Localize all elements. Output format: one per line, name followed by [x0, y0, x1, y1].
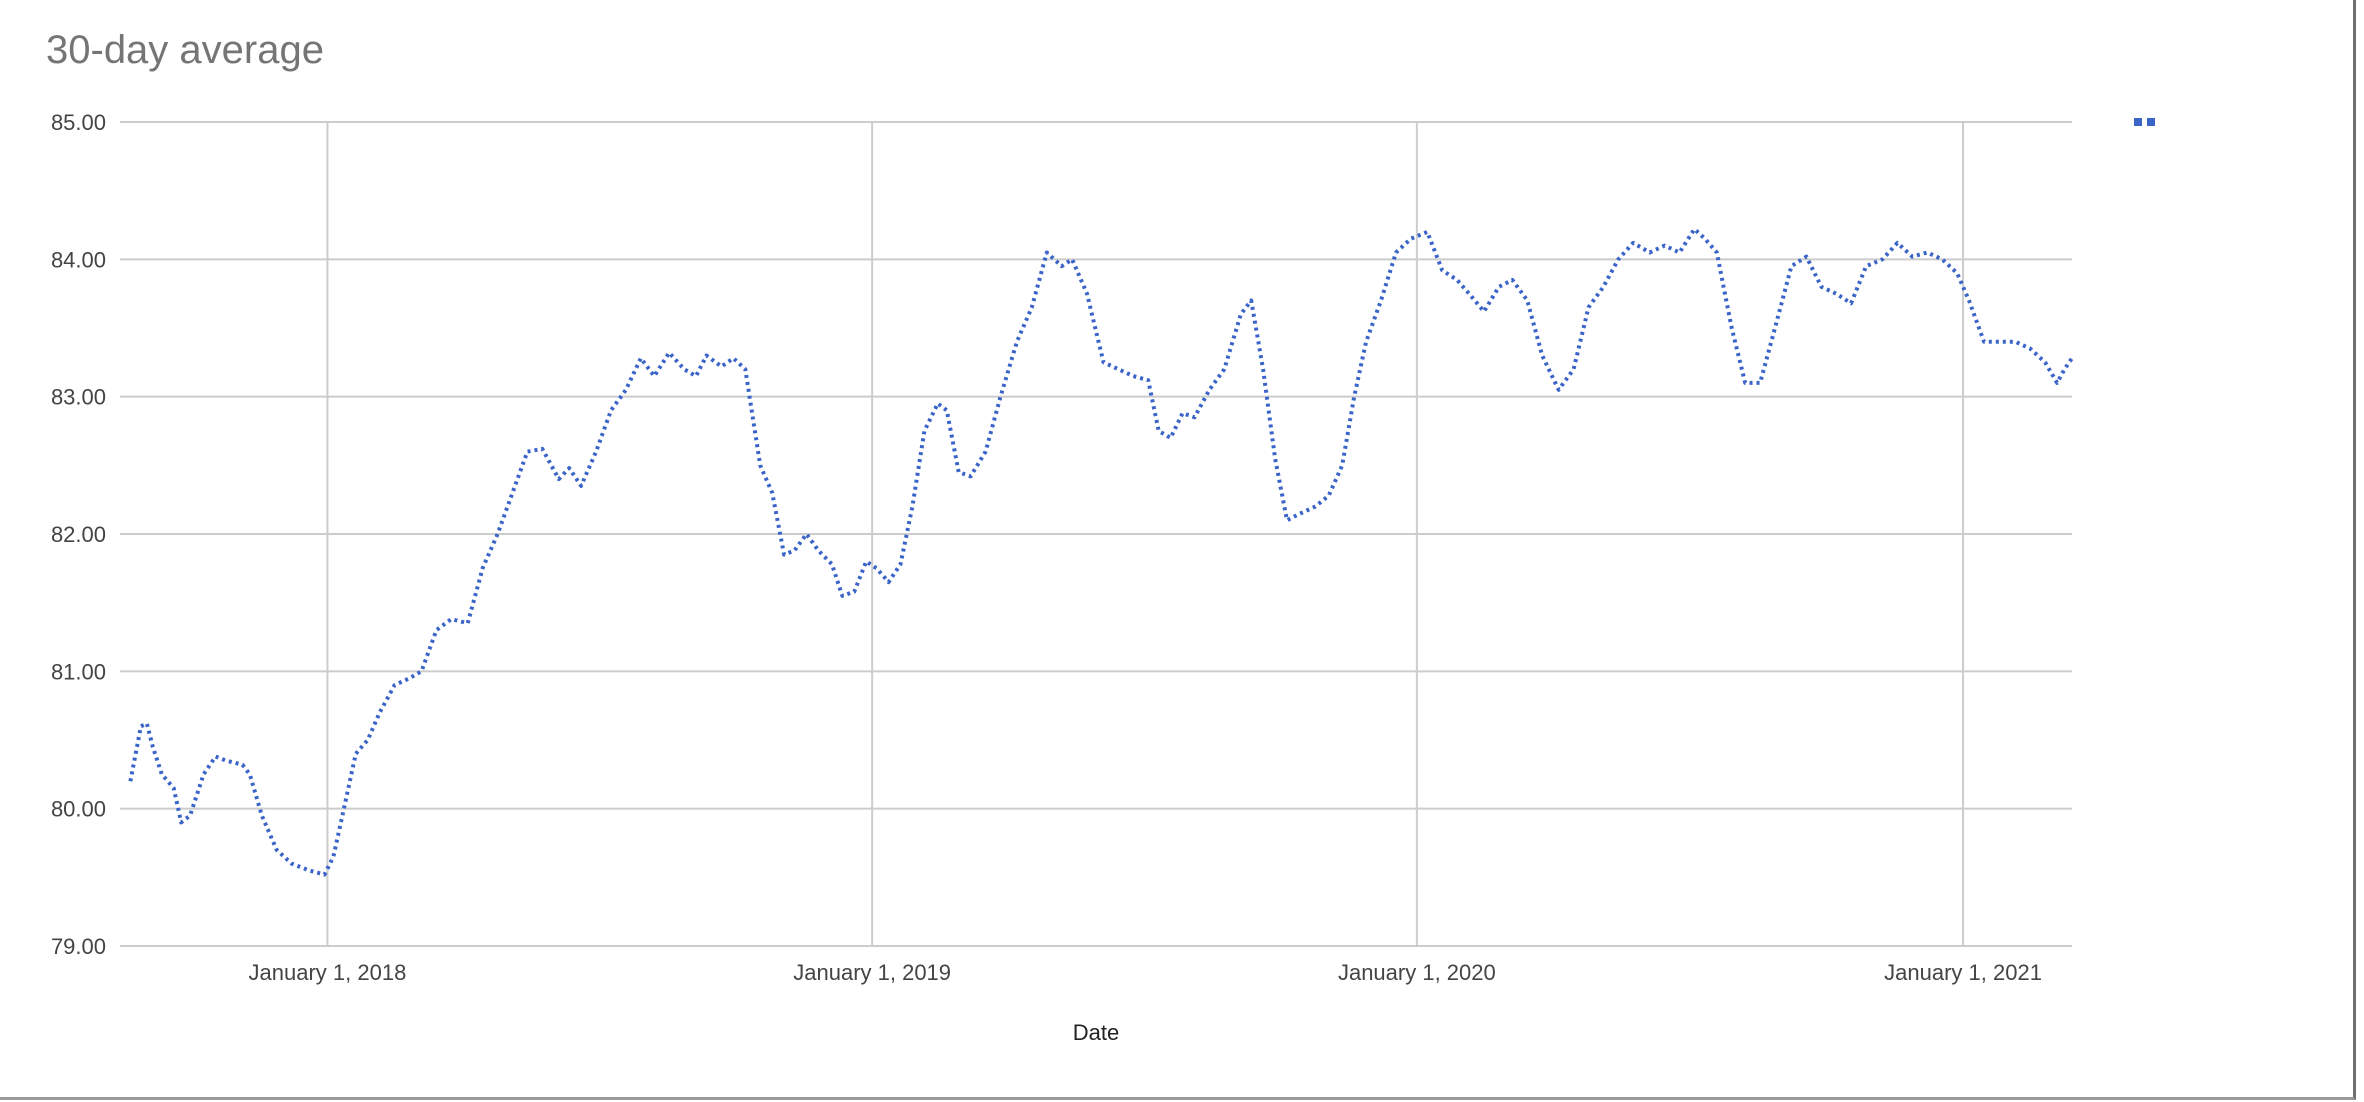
series-line	[128, 227, 2074, 877]
grid-layer	[120, 121, 2072, 947]
x-tick-label: January 1, 2019	[793, 960, 951, 985]
x-axis-ticks: January 1, 2018 January 1, 2019 January 1,…	[249, 960, 2042, 985]
legend[interactable]	[2134, 118, 2155, 126]
y-tick-label: 81.00	[51, 659, 106, 684]
legend-swatch	[2147, 118, 2155, 126]
chart-title: 30-day average	[46, 28, 324, 72]
y-tick-label: 84.00	[51, 247, 106, 272]
y-axis-ticks: 79.00 80.00 81.00 82.00 83.00 84.00 85.00	[51, 110, 106, 959]
x-tick-label: January 1, 2018	[249, 960, 407, 985]
x-tick-label: January 1, 2020	[1338, 960, 1496, 985]
y-tick-label: 85.00	[51, 110, 106, 135]
x-tick-label: January 1, 2021	[1884, 960, 2042, 985]
y-tick-label: 82.00	[51, 522, 106, 547]
y-tick-label: 79.00	[51, 934, 106, 959]
y-tick-label: 80.00	[51, 797, 106, 822]
x-axis-label: Date	[1073, 1020, 1119, 1045]
legend-swatch	[2134, 118, 2142, 126]
y-tick-label: 83.00	[51, 385, 106, 410]
series-layer	[128, 227, 2074, 877]
